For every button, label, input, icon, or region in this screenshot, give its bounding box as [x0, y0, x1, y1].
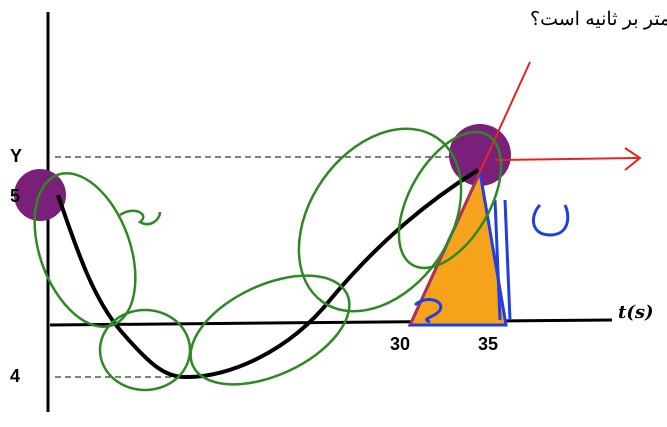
- arrow: [494, 157, 641, 161]
- scribble: [531, 203, 570, 237]
- y-mark: Y: [10, 146, 22, 166]
- scribble: [493, 199, 512, 321]
- tangent-line: [409, 61, 531, 326]
- slope-triangle: [407, 166, 508, 327]
- question-text: ک متر بر ثانیه است؟: [530, 9, 667, 30]
- t-mark: 35: [478, 334, 498, 354]
- t-axis: [49, 318, 613, 327]
- y-mark: 4: [10, 366, 20, 386]
- t-axis-label: t(s): [618, 302, 653, 323]
- arrowhead: [624, 147, 642, 171]
- curve: [56, 168, 480, 380]
- annotation-loops: [33, 127, 503, 392]
- scribble: [413, 298, 443, 324]
- y-mark: 5: [10, 186, 20, 206]
- t-mark: 30: [390, 334, 410, 354]
